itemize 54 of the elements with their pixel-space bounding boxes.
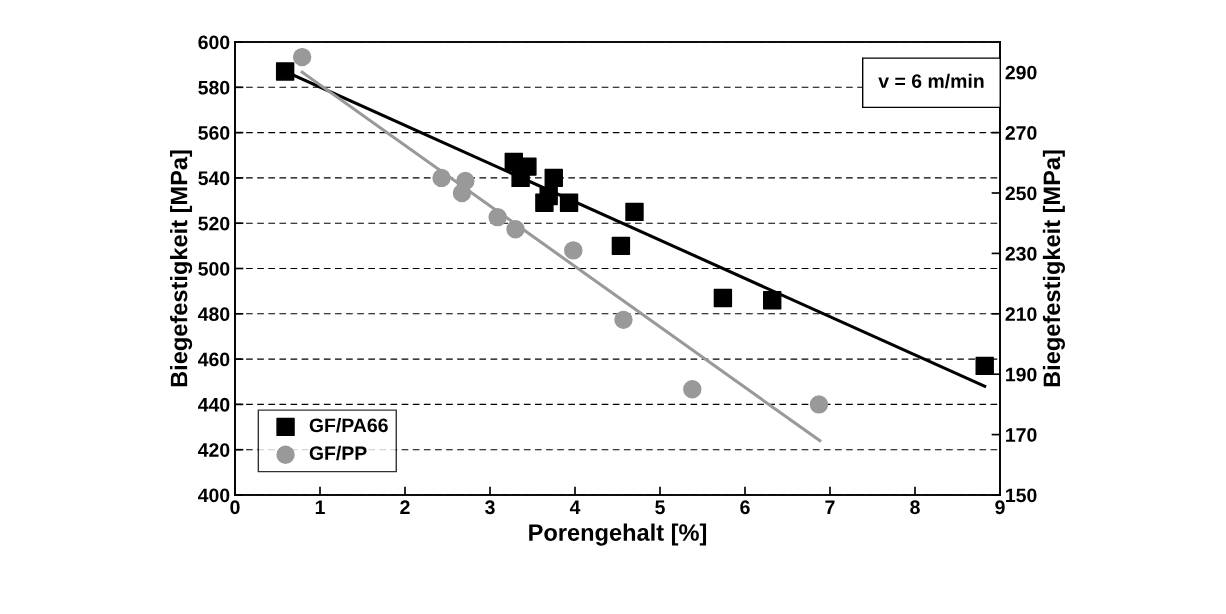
- x-tick-label: 0: [230, 500, 240, 515]
- y2-tick-label: 190: [1006, 367, 1037, 382]
- x-tick-label: 3: [485, 500, 495, 515]
- point: [535, 193, 554, 213]
- annotation: v = 6 m/min: [878, 73, 984, 89]
- x-tick-label: 8: [910, 500, 920, 515]
- point: [762, 291, 782, 310]
- y2-tick-label: 290: [1005, 65, 1037, 80]
- y-tick-label: 420: [197, 443, 230, 457]
- legend-label: GF/PA66: [309, 417, 388, 433]
- point: [292, 47, 312, 67]
- point: [809, 395, 829, 414]
- y-tick-label: 400: [197, 488, 230, 503]
- y2-tick-label: 230: [1005, 246, 1037, 261]
- x-tick-label: 7: [825, 500, 835, 514]
- x-tick-label: 1: [315, 500, 325, 514]
- point: [614, 310, 633, 330]
- point: [611, 236, 631, 256]
- y2-tick-label: 210: [1005, 307, 1037, 322]
- y-tick-label: 460: [197, 352, 230, 367]
- point: [625, 202, 644, 222]
- point: [506, 220, 525, 239]
- x-tick-label: 9: [995, 500, 1005, 515]
- y2-tick-label: 170: [1006, 428, 1037, 442]
- point: [683, 380, 702, 399]
- point: [975, 356, 994, 376]
- y-tick-label: 440: [197, 397, 230, 412]
- point: [511, 168, 530, 188]
- point: [452, 183, 472, 203]
- y-tick-label: 560: [198, 126, 230, 140]
- x-tick-label: 2: [400, 500, 410, 514]
- y2-tick-label: 150: [1006, 488, 1037, 503]
- point: [544, 168, 563, 188]
- point: [713, 288, 733, 308]
- point: [564, 241, 583, 260]
- x-tick-label: 5: [655, 500, 665, 515]
- point: [275, 62, 295, 81]
- y-tick-label: 520: [198, 216, 230, 231]
- y2-tick-label: 270: [1005, 126, 1037, 140]
- x-tick-label: 4: [569, 500, 581, 514]
- point: [559, 193, 579, 213]
- y-tick-label: 600: [198, 35, 230, 50]
- point: [432, 168, 451, 188]
- y-tick-label: 480: [197, 307, 230, 322]
- legend-label: GF/PP: [309, 445, 367, 461]
- y-tick-label: 540: [198, 171, 230, 186]
- y2-tick-label: 250: [1005, 186, 1037, 201]
- x-axis-title: Porengehalt [%]: [529, 523, 707, 546]
- x-tick-label: 6: [740, 500, 750, 515]
- y-tick-label: 500: [198, 261, 230, 276]
- y-tick-label: 580: [198, 80, 230, 95]
- y2-axis-title: Biegefestigkeit [MPa]: [1042, 150, 1065, 387]
- point: [488, 207, 507, 227]
- y-axis-title: Biegefestigkeit [MPa]: [170, 150, 193, 387]
